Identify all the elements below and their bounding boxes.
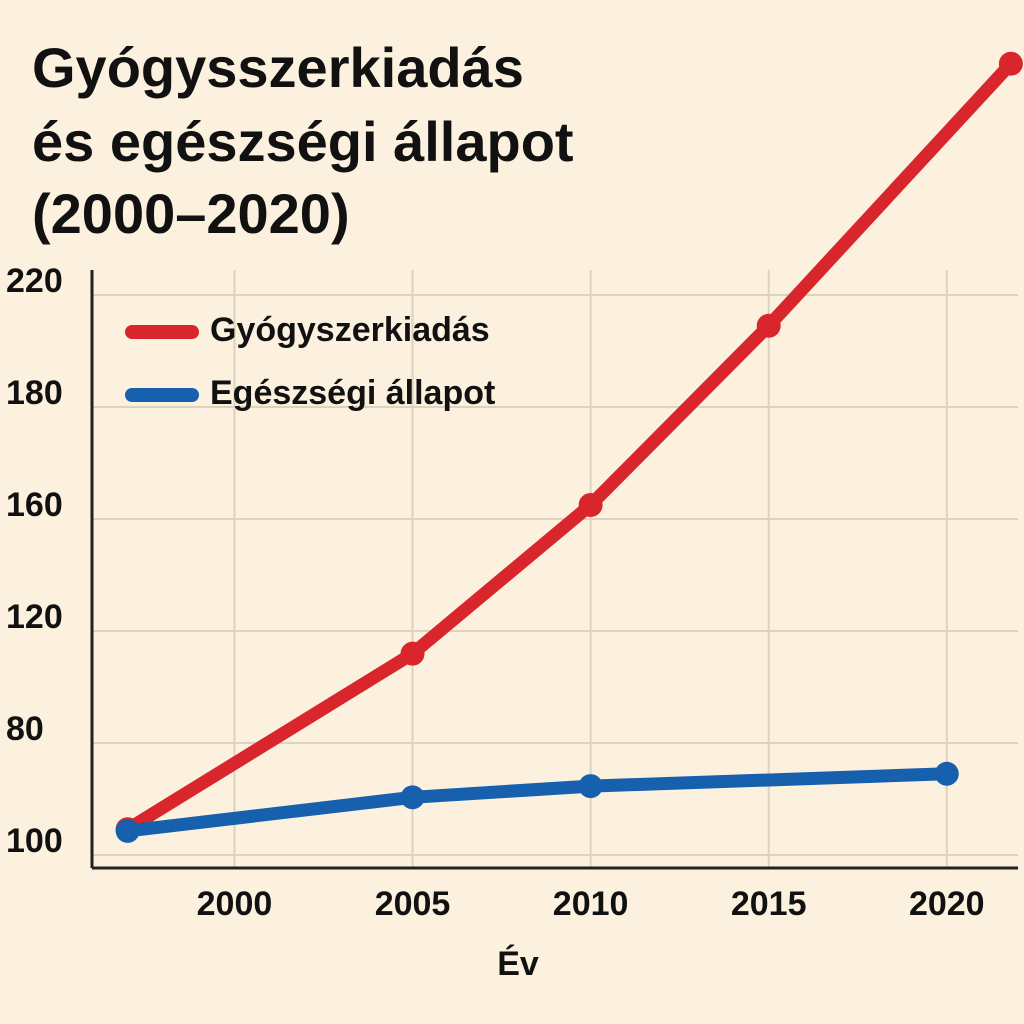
data-point xyxy=(934,761,959,786)
data-line xyxy=(121,767,954,838)
data-point xyxy=(998,51,1023,76)
data-point xyxy=(578,493,603,517)
chart-title: Gyógysszerkiadás xyxy=(32,36,524,99)
x-tick-label: 2015 xyxy=(731,885,807,923)
x-tick-label: 2005 xyxy=(375,885,451,923)
y-tick-label: 80 xyxy=(6,710,44,748)
data-point xyxy=(115,818,140,843)
data-point xyxy=(756,313,781,338)
data-point xyxy=(400,785,425,810)
y-tick-label: 160 xyxy=(6,486,63,524)
data-point xyxy=(578,774,603,799)
data-line xyxy=(121,57,1018,836)
legend-label: Gyógyszerkiadás xyxy=(210,311,490,349)
x-axis-label: Év xyxy=(497,945,539,983)
y-tick-label: 120 xyxy=(6,598,63,636)
y-tick-label: 100 xyxy=(6,822,63,860)
x-tick-label: 2010 xyxy=(553,885,629,923)
chart-title: (2000–2020) xyxy=(32,182,350,245)
data-point xyxy=(400,641,425,666)
chart-title: és egészségi állapot xyxy=(32,110,574,173)
x-tick-label: 2000 xyxy=(197,885,273,923)
x-tick-label: 2020 xyxy=(909,885,985,923)
legend-label: Egészségi állapot xyxy=(210,374,495,412)
y-tick-label: 220 xyxy=(6,262,63,300)
y-tick-label: 180 xyxy=(6,374,63,412)
